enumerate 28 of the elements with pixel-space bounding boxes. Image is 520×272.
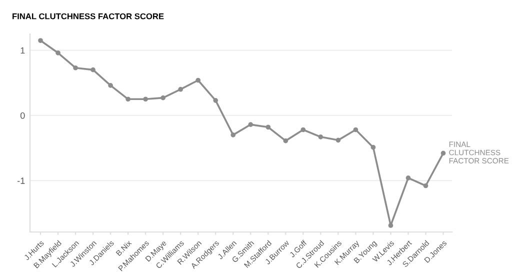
- point: [160, 95, 166, 100]
- point: [108, 83, 113, 88]
- point: [370, 144, 376, 150]
- point: [388, 223, 394, 228]
- point: [248, 122, 254, 127]
- point: [318, 134, 324, 140]
- point: [196, 78, 201, 83]
- point: [90, 67, 96, 72]
- point: [143, 96, 148, 102]
- point: [178, 86, 184, 92]
- point: [283, 138, 288, 144]
- y-tick-label: 1: [20, 47, 25, 54]
- point: [423, 183, 428, 188]
- y-tick-label: -1: [18, 178, 25, 184]
- point: [300, 127, 306, 132]
- chart-title: FINAL CLUTCHNESS FACTOR SCORE: [12, 13, 164, 20]
- y-tick-label: 0: [20, 112, 25, 119]
- point: [353, 127, 358, 132]
- point: [230, 132, 236, 138]
- point: [440, 150, 446, 156]
- point: [126, 96, 130, 102]
- point: [38, 38, 43, 43]
- point: [336, 138, 341, 143]
- point: [56, 50, 60, 56]
- point: [213, 98, 218, 103]
- point: [406, 176, 411, 180]
- point: [266, 124, 271, 130]
- point: [73, 65, 78, 70]
